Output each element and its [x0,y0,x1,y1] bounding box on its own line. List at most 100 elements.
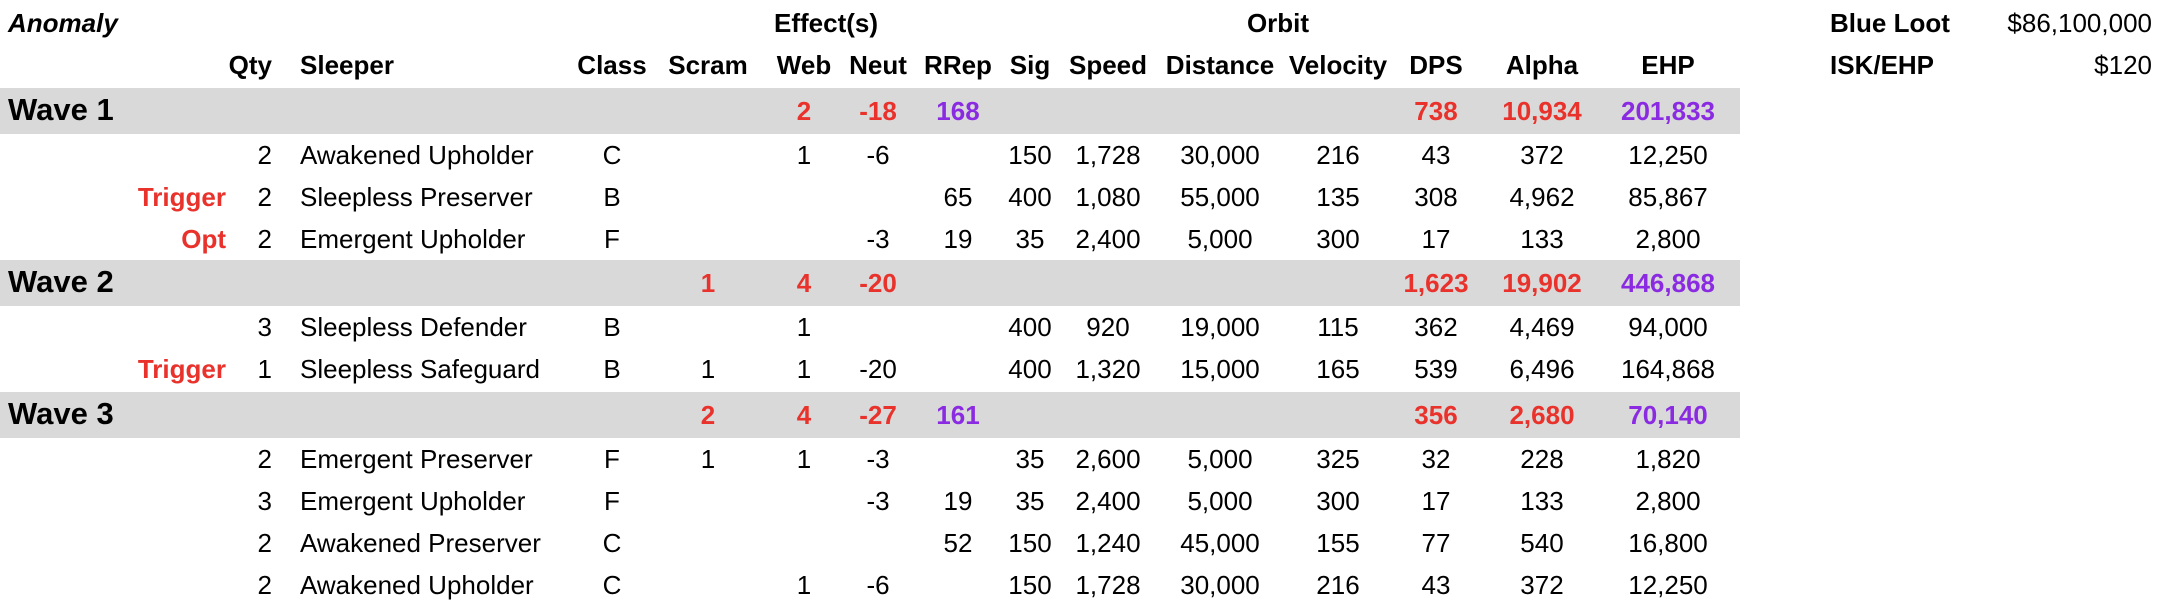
cell-alpha: 6,496 [1509,354,1575,384]
wave-total-alpha: 2,680 [1509,400,1575,430]
cell-sleeper: Sleepless Preserver [300,182,533,212]
cell-distance: 5,000 [1187,486,1253,516]
cell-neut: -6 [866,140,890,170]
isk-ehp-label: ISK/EHP [1830,50,1935,80]
cell-alpha: 372 [1520,570,1564,600]
wave-total-alpha: 10,934 [1502,96,1582,126]
cell-speed: 2,400 [1075,486,1141,516]
cell-alpha: 540 [1520,528,1564,558]
cell-distance: 15,000 [1180,354,1260,384]
wave-total-web: 2 [796,96,812,126]
cell-speed: 1,320 [1075,354,1141,384]
cell-neut: -20 [859,354,897,384]
header-alpha: Alpha [1505,50,1579,80]
effects-group-header: Effect(s) [773,8,879,38]
cell-rrep: 52 [943,528,973,558]
cell-distance: 30,000 [1180,140,1260,170]
wave-title: Wave 2 [8,264,114,299]
cell-speed: 920 [1086,312,1130,342]
cell-web: 1 [796,444,812,474]
cell-rrep: 19 [943,486,973,516]
wave-band [0,260,1740,306]
cell-alpha: 4,469 [1509,312,1575,342]
anomaly-label: Anomaly [8,8,118,38]
cell-web: 1 [796,354,812,384]
cell-speed: 2,400 [1075,224,1141,254]
cell-class: F [604,486,620,516]
orbit-group-header: Orbit [1246,8,1310,38]
wave-total-scram: 1 [700,268,716,298]
cell-velocity: 155 [1316,528,1360,558]
cell-neut: -3 [866,224,890,254]
cell-class: F [604,444,620,474]
wave-total-dps: 356 [1414,400,1458,430]
wave-total-rrep: 161 [936,400,980,430]
cell-sig: 400 [1008,354,1052,384]
header-qty: Qty [228,50,272,80]
cell-qty: 2 [257,224,272,254]
cell-neut: -3 [866,486,890,516]
cell-alpha: 228 [1520,444,1564,474]
cell-sig: 150 [1008,528,1052,558]
cell-dps: 308 [1414,182,1458,212]
wave-title: Wave 3 [8,396,114,431]
cell-qty: 3 [257,312,272,342]
wave-total-neut: -20 [859,268,897,298]
wave-total-web: 4 [796,268,812,298]
wave-total-rrep: 168 [936,96,980,126]
blue-loot-value: $86,100,000 [2007,8,2152,38]
cell-ehp: 2,800 [1635,486,1701,516]
header-sleeper: Sleeper [300,50,394,80]
cell-qty: 2 [257,570,272,600]
cell-class: C [602,528,622,558]
cell-distance: 5,000 [1187,444,1253,474]
wave-title: Wave 1 [8,92,114,127]
header-distance: Distance [1165,50,1275,80]
row-tag: Trigger [137,354,226,384]
cell-dps: 77 [1421,528,1451,558]
wave-total-ehp: 446,868 [1621,268,1715,298]
cell-sig: 35 [1015,444,1045,474]
isk-ehp-value: $120 [2094,50,2152,80]
cell-qty: 2 [257,182,272,212]
wave-total-ehp: 70,140 [1628,400,1708,430]
cell-distance: 19,000 [1180,312,1260,342]
cell-alpha: 4,962 [1509,182,1575,212]
cell-sig: 400 [1008,182,1052,212]
cell-sig: 35 [1015,224,1045,254]
cell-speed: 1,080 [1075,182,1141,212]
wave-total-dps: 1,623 [1403,268,1469,298]
cell-velocity: 216 [1316,570,1360,600]
cell-ehp: 94,000 [1628,312,1708,342]
wave-total-scram: 2 [700,400,716,430]
cell-alpha: 133 [1520,486,1564,516]
header-velocity: Velocity [1288,50,1388,80]
cell-neut: -3 [866,444,890,474]
row-tag: Opt [181,224,226,254]
cell-class: C [602,570,622,600]
cell-scram: 1 [700,444,716,474]
wave-total-ehp: 201,833 [1621,96,1715,126]
cell-sig: 150 [1008,570,1052,600]
header-web: Web [776,50,832,80]
cell-ehp: 164,868 [1621,354,1715,384]
cell-velocity: 135 [1316,182,1360,212]
cell-velocity: 115 [1317,312,1359,342]
cell-qty: 2 [257,140,272,170]
cell-sleeper: Sleepless Safeguard [300,354,540,384]
cell-sleeper: Emergent Upholder [300,486,526,516]
cell-sleeper: Awakened Upholder [300,570,534,600]
cell-web: 1 [796,570,812,600]
cell-velocity: 300 [1316,224,1360,254]
row-tag: Trigger [137,182,226,212]
cell-class: C [602,140,622,170]
header-dps: DPS [1409,50,1463,80]
cell-class: F [604,224,620,254]
wave-total-neut: -18 [859,96,897,126]
cell-web: 1 [796,140,812,170]
wave-total-alpha: 19,902 [1502,268,1582,298]
header-neut: Neut [849,50,907,80]
header-sig: Sig [1009,50,1051,80]
cell-sleeper: Emergent Upholder [300,224,526,254]
wave-total-neut: -27 [859,400,897,430]
